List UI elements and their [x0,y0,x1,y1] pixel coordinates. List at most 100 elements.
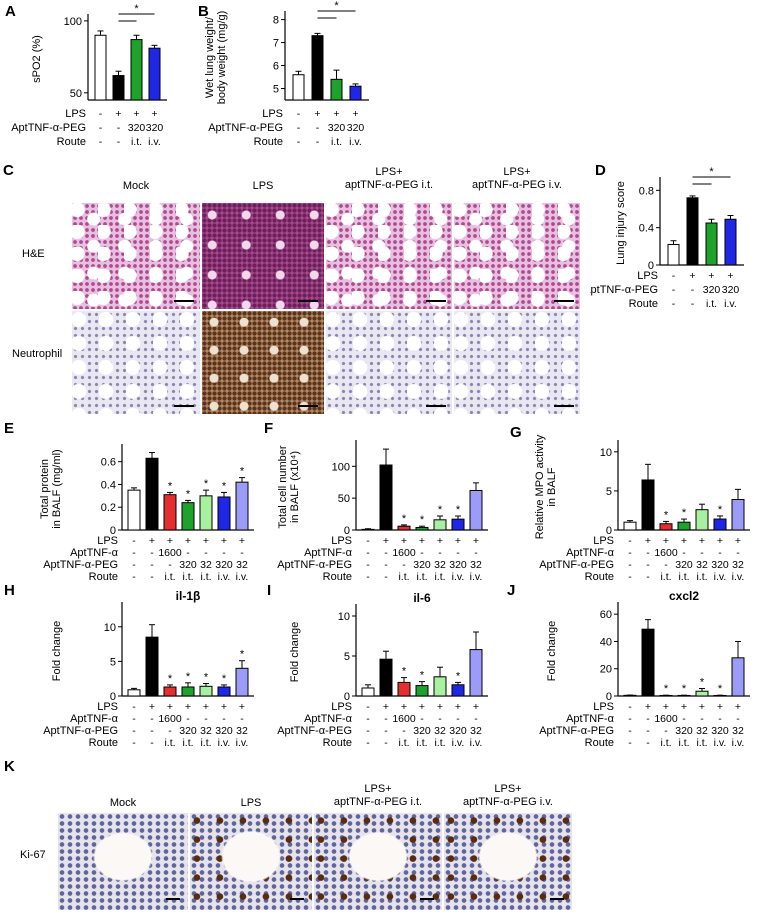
bar [695,509,709,531]
significance-star: * [402,513,407,525]
y-axis-label: Fold change [289,622,301,683]
bar [695,690,709,697]
y-tick-label: 100 [332,461,350,473]
treatment-cell: 32 [470,725,482,737]
treatment-row-label: LPS [331,701,352,713]
bar [145,636,159,697]
treatment-cell: i.v. [148,136,161,148]
treatment-cell: 32 [434,559,446,571]
treatment-cell: - [132,535,136,547]
treatment-cell: + [419,701,425,713]
treatment-cell: i.t. [200,571,211,583]
treatment-cell: i.t. [660,737,671,749]
treatment-cell: + [473,535,479,547]
treatment-cell: - [168,559,172,571]
treatment-row-label: AptTNF-α [304,713,353,725]
treatment-row-label: Route [89,571,118,583]
treatment-cell: - [438,713,442,725]
treatment-cell: + [727,270,733,282]
y-axis-label-line2: in BALF (mg/ml) [51,449,63,528]
treatment-cell: 32 [200,559,212,571]
treatment-row-label: AptTNF-α-PEG [277,725,352,737]
panel-c-row-he: H&E [22,248,45,260]
treatment-cell: i.v. [732,571,745,583]
histology-he-iv [454,203,580,309]
treatment-cell: i.v. [452,571,465,583]
treatment-cell: - [240,713,244,725]
treatment-cell: - [204,547,208,559]
treatment-cell: + [352,108,358,120]
significance-star: * [204,478,209,490]
treatment-cell: - [646,571,650,583]
treatment-cell: - [736,547,740,559]
treatment-cell: + [401,701,407,713]
panel-c-col-it: LPS+ aptTNF-α-PEG i.t. [344,166,434,191]
treatment-cell: - [664,725,668,737]
treatment-cell: - [366,725,370,737]
treatment-cell: i.v. [732,737,745,749]
bar [127,489,141,531]
treatment-cell: - [150,737,154,749]
treatment-cell: - [700,547,704,559]
treatment-cell: - [628,725,632,737]
treatment-cell: 1600 [654,547,678,559]
bar [235,667,249,697]
bar [469,490,483,531]
panel-letter-a: A [5,3,16,20]
treatment-cell: - [150,547,154,559]
treatment-cell: - [132,571,136,583]
treatment-cell: + [473,701,479,713]
bar [127,689,141,697]
treatment-row-label: AptTNF-α-PEG [208,122,283,134]
histology-neutrophil-it [326,311,452,414]
bar [451,518,465,531]
y-tick-label: 20 [600,664,612,676]
treatment-cell: - [132,547,136,559]
y-tick-label: 0.8 [639,185,654,197]
bar [311,35,324,101]
treatment-cell: + [735,701,741,713]
treatment-row-label: LPS [97,701,118,713]
treatment-cell: - [438,547,442,559]
treatment-cell: - [366,737,370,749]
bar [112,75,125,101]
treatment-cell: - [628,535,632,547]
treatment-cell: + [419,535,425,547]
treatment-cell: - [628,559,632,571]
panel-letter-g: G [510,424,522,441]
y-axis-label: Fold change [51,621,63,682]
y-tick-label: 0.4 [639,223,654,235]
treatment-cell: i.t. [164,737,175,749]
bar [217,496,231,531]
treatment-cell: + [185,701,191,713]
bar [330,78,343,101]
histology-he-it [326,203,452,309]
treatment-cell: + [735,535,741,547]
treatment-cell: i.t. [131,136,142,148]
y-tick-label: 0 [344,691,350,703]
y-tick-label: 10 [600,447,612,459]
histology-he-mock [72,203,200,309]
treatment-cell: - [646,713,650,725]
treatment-cell: + [239,701,245,713]
treatment-cell: + [149,701,155,713]
treatment-cell: - [150,725,154,737]
treatment-cell: i.v. [452,737,465,749]
significance-star: * [682,683,687,695]
treatment-row-label: AptTNF-α [566,547,615,559]
treatment-cell: - [628,713,632,725]
treatment-cell: 32 [732,725,744,737]
treatment-cell: - [366,571,370,583]
treatment-cell: - [99,108,103,120]
treatment-cell: 320 [675,559,693,571]
treatment-cell: - [646,725,650,737]
treatment-cell: - [402,725,406,737]
treatment-cell: - [384,547,388,559]
bar [724,218,737,266]
histology-ki67-mock [58,813,188,910]
treatment-cell: i.v. [724,298,737,310]
y-tick-label: 10 [104,622,116,634]
chart-f: 0 50 100 Total cell number in BALF (x10⁴) * * *… [277,440,488,583]
treatment-cell: - [316,136,320,148]
